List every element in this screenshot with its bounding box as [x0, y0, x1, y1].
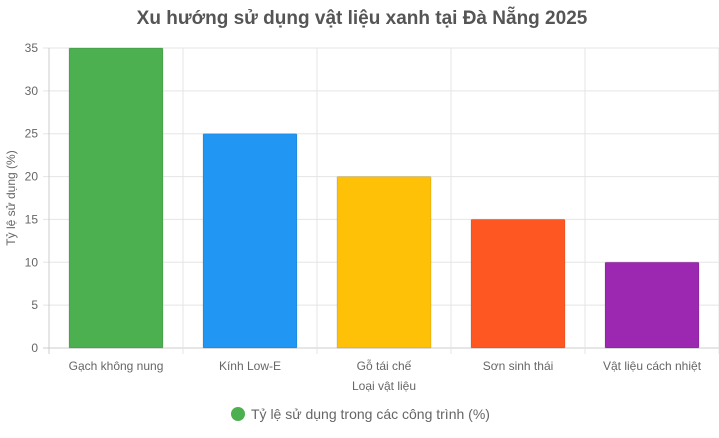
- legend-label: Tỷ lệ sử dụng trong các công trình (%): [251, 406, 490, 422]
- legend-swatch: [231, 407, 245, 421]
- bar[interactable]: [202, 133, 298, 349]
- bars: [68, 47, 700, 349]
- y-tick-label: 30: [25, 84, 39, 98]
- x-axis-label: Loại vật liệu: [352, 379, 416, 393]
- legend[interactable]: Tỷ lệ sử dụng trong các công trình (%): [231, 406, 490, 422]
- x-tick-labels: Gạch không nung Kính Low-E Gỗ tái chế Sơn s…: [69, 358, 702, 373]
- y-tick-label: 20: [25, 170, 39, 184]
- x-tick-label: Gạch không nung: [69, 359, 164, 373]
- y-tick-label: 35: [25, 41, 39, 55]
- y-tick-label: 0: [31, 341, 38, 355]
- y-axis-label: Tỷ lệ sử dụng (%): [4, 150, 18, 245]
- x-tick-label: Kính Low-E: [219, 359, 281, 373]
- bar[interactable]: [336, 176, 432, 349]
- bar[interactable]: [68, 47, 164, 349]
- bar[interactable]: [470, 218, 566, 349]
- y-tick-label: 15: [25, 212, 39, 226]
- y-tick-label: 25: [25, 127, 39, 141]
- bar[interactable]: [604, 261, 700, 349]
- x-tick-label: Gỗ tái chế: [357, 358, 412, 373]
- x-tick-label: Sơn sinh thái: [483, 359, 554, 373]
- x-tick-label: Vật liệu cách nhiệt: [603, 359, 702, 373]
- y-tick-labels: 0 5 10 15 20 25 30 35: [25, 41, 39, 355]
- y-tick-label: 10: [25, 255, 39, 269]
- chart-title: Xu hướng sử dụng vật liệu xanh tại Đà Nẵ…: [137, 6, 588, 29]
- y-tick-label: 5: [31, 298, 38, 312]
